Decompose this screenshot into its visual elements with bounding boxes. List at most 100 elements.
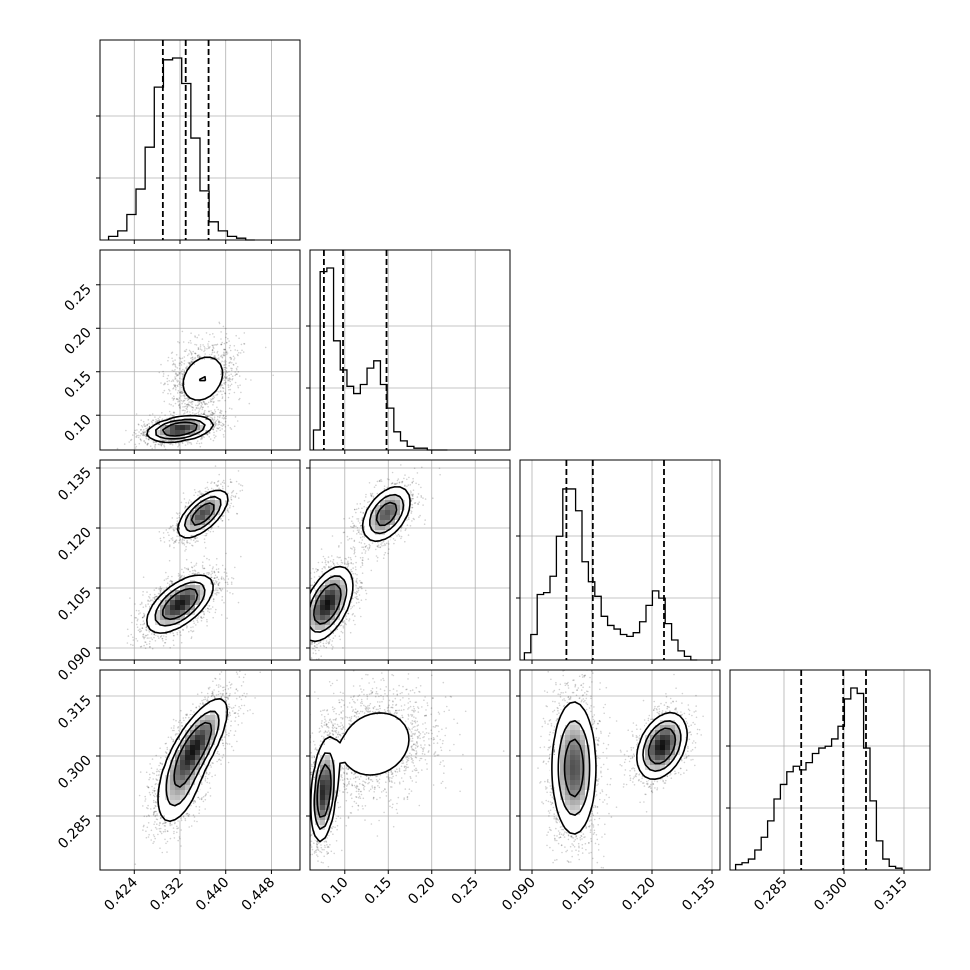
scatter-point [220,354,223,357]
scatter-point [162,391,164,394]
scatter-point [134,443,137,446]
scatter-point [212,344,214,347]
scatter-point [141,616,144,619]
scatter-point [155,587,157,589]
scatter-point [209,413,212,416]
scatter-point [154,596,156,598]
scatter-point [219,589,222,591]
scatter-point [218,421,220,423]
scatter-point [147,600,149,602]
scatter-point [220,343,222,346]
scatter-point [136,434,138,437]
scatter-point [168,559,171,562]
scatter-point [227,485,229,488]
scatter-point [235,362,237,365]
scatter-point [179,391,181,393]
scatter-point [169,671,171,673]
scatter-point [155,595,158,598]
scatter-point [139,434,141,437]
scatter-point [220,355,222,358]
scatter-point [187,404,190,406]
scatter-point [126,642,129,644]
scatter-point [238,375,241,377]
scatter-point [147,438,150,441]
scatter-point [198,403,200,405]
scatter-point [148,426,151,428]
scatter-point [143,440,146,442]
scatter-point [216,352,218,354]
scatter-point [170,403,172,406]
density-cell [175,435,181,441]
scatter-point [171,539,174,541]
scatter-point [167,383,169,386]
scatter-point [188,404,191,406]
scatter-point [223,376,225,379]
scatter-point [202,567,204,570]
scatter-point [201,338,204,340]
density-cell [190,415,196,421]
scatter-point [173,363,175,366]
scatter-point [212,397,215,400]
scatter-point [212,421,215,423]
scatter-point [213,400,215,403]
scatter-point [217,480,220,482]
scatter-point [196,355,199,357]
scatter-point [182,406,184,408]
scatter-point [216,418,219,421]
scatter-point [172,632,174,635]
scatter-point [157,423,160,426]
scatter-point [216,343,219,346]
scatter-point [215,581,218,584]
scatter-point [139,630,141,633]
scatter-point [173,540,176,543]
scatter-point [185,405,187,408]
scatter-point [229,505,231,507]
scatter-point [224,359,226,362]
scatter-point [219,409,222,412]
panel-frame [729,669,931,871]
scatter-point [229,506,231,509]
scatter-point [217,400,219,402]
scatter-point [143,429,145,431]
scatter-point [177,374,179,377]
scatter-point [221,417,224,419]
scatter-point [222,414,225,417]
density-cell [185,380,191,386]
scatter-point [213,355,215,357]
scatter-point [174,365,177,367]
density-cell [180,425,186,431]
histogram-panel [306,249,511,454]
scatter-point [157,443,160,445]
scatter-point [192,407,195,409]
scatter-point [134,447,137,449]
scatter-point [187,567,189,570]
density-cell [215,375,221,381]
scatter-point [211,606,214,608]
scatter-point [197,621,199,623]
scatter-point [211,344,213,347]
scatter-point [224,383,226,385]
scatter-point [199,348,202,350]
scatter-point [174,385,176,387]
scatter-point [210,398,212,401]
scatter-point [184,506,187,508]
scatter-point [236,513,239,515]
scatter-point [203,572,205,575]
scatter-point [186,403,188,406]
scatter-point [215,484,218,486]
scatter-point [211,411,214,414]
x-tick-label: 0.315 [871,875,911,915]
scatter-point [208,572,211,574]
scatter-point [192,572,195,575]
scatter-point [180,641,183,644]
scatter-point [224,362,227,364]
scatter-point [232,364,235,366]
scatter-point [208,558,210,561]
scatter-point [210,576,212,579]
scatter-point [212,530,215,533]
scatter-point [220,343,222,346]
scatter-point [248,402,251,405]
scatter-point [197,355,199,357]
scatter-point [180,386,183,389]
scatter-point [215,344,218,346]
